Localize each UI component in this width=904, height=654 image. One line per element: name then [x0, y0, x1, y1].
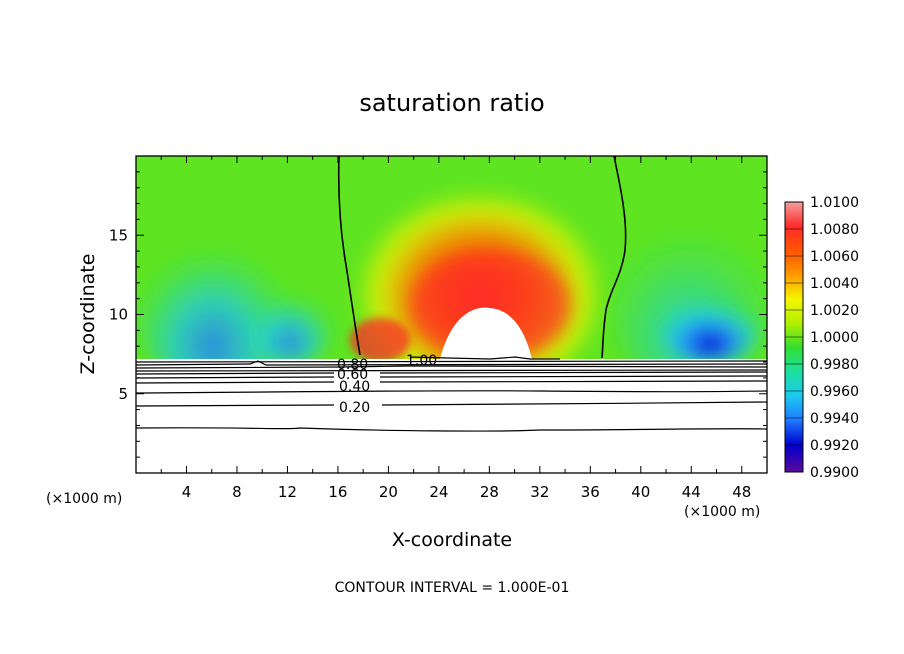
y-axis-ticks: 5 10 15: [109, 171, 767, 458]
colorbar-tick-label: 1.0060: [810, 249, 859, 265]
saturation-boundary-right: [601, 155, 627, 359]
contour-label-0.20: 0.20: [339, 400, 370, 416]
contour-lines: [135, 356, 768, 432]
x-axis-ticks: 4 8 12 16 20 24 28 32 36 40 44 48: [160, 156, 751, 501]
x-tick-label: 12: [278, 483, 297, 501]
x-tick-label: 4: [182, 483, 192, 501]
contour-interval-note: CONTOUR INTERVAL = 1.000E-01: [335, 580, 570, 596]
contour-label-0.60: 0.60: [337, 367, 368, 383]
x-axis-title: X-coordinate: [392, 529, 512, 551]
y-tick-label: 15: [109, 226, 128, 244]
saturation-field: [136, 156, 767, 359]
y-tick-label: 10: [109, 306, 128, 324]
colorbar-tick-label: 0.9980: [810, 357, 859, 373]
colorbar-tick-label: 0.9900: [810, 465, 859, 481]
colorbar-tick-label: 1.0000: [810, 330, 859, 346]
colorbar-ticks: 1.0100 1.0080 1.0060 1.0040 1.0020 1.0000 0.99…: [785, 195, 859, 481]
x-tick-label: 8: [232, 483, 242, 501]
contour-label-0.80: 0.80: [337, 357, 368, 373]
colorbar-tick-label: 0.9940: [810, 411, 859, 427]
x-tick-label: 36: [581, 483, 600, 501]
y-tick-label: 5: [118, 385, 128, 403]
x-tick-label: 48: [732, 483, 751, 501]
x-tick-label: 20: [379, 483, 398, 501]
x-tick-label: 40: [631, 483, 650, 501]
x-tick-label: 28: [480, 483, 499, 501]
contour-label-0.40: 0.40: [339, 379, 370, 395]
colorbar-tick-label: 1.0020: [810, 303, 859, 319]
x-unit-label-right: (×1000 m): [684, 504, 760, 520]
x-unit-label-left: (×1000 m): [46, 491, 122, 507]
y-axis-title: Z-coordinate: [77, 254, 99, 375]
colorbar-tick-label: 1.0100: [810, 195, 859, 211]
colorbar-tick-label: 1.0080: [810, 222, 859, 238]
colorbar-tick-label: 1.0040: [810, 276, 859, 292]
contour-label-1.00: 1.00: [406, 353, 437, 369]
chart-title: saturation ratio: [359, 89, 544, 117]
clear-dome: [440, 307, 532, 359]
x-tick-label: 24: [429, 483, 448, 501]
x-tick-label: 32: [530, 483, 549, 501]
colorbar-tick-label: 0.9960: [810, 384, 859, 400]
x-tick-label: 16: [328, 483, 347, 501]
x-tick-label: 44: [682, 483, 701, 501]
saturation-boundary-left: [337, 155, 361, 356]
colorbar-tick-label: 0.9920: [810, 438, 859, 454]
